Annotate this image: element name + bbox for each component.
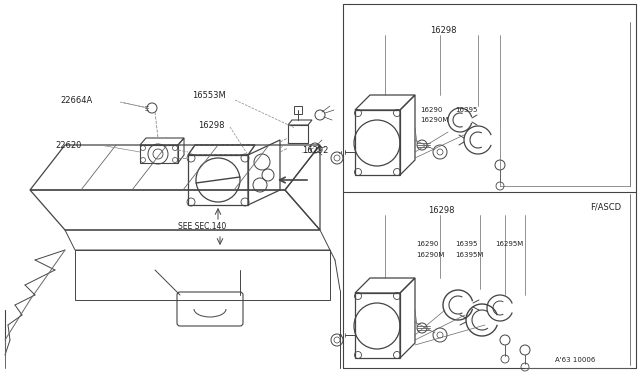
Text: 16298: 16298 — [430, 26, 456, 35]
Text: 22664A: 22664A — [60, 96, 92, 105]
Text: 16298: 16298 — [198, 121, 225, 129]
Text: 22620: 22620 — [55, 141, 81, 150]
Text: 16290: 16290 — [420, 107, 442, 113]
Text: F/ASCD: F/ASCD — [590, 202, 621, 212]
Text: 16553M: 16553M — [192, 90, 226, 99]
Bar — [294, 106, 302, 114]
Text: 16290M: 16290M — [420, 117, 449, 123]
Text: SEE SEC.140: SEE SEC.140 — [178, 221, 227, 231]
Text: A'63 10006: A'63 10006 — [555, 357, 595, 363]
Text: 16298: 16298 — [428, 205, 454, 215]
Text: 16290: 16290 — [416, 241, 438, 247]
Text: 16292: 16292 — [302, 145, 328, 154]
Text: 16395M: 16395M — [455, 252, 483, 258]
Text: 16295M: 16295M — [495, 241, 524, 247]
Text: 16395: 16395 — [455, 241, 477, 247]
Text: 16290M: 16290M — [416, 252, 444, 258]
Text: 16395: 16395 — [455, 107, 477, 113]
